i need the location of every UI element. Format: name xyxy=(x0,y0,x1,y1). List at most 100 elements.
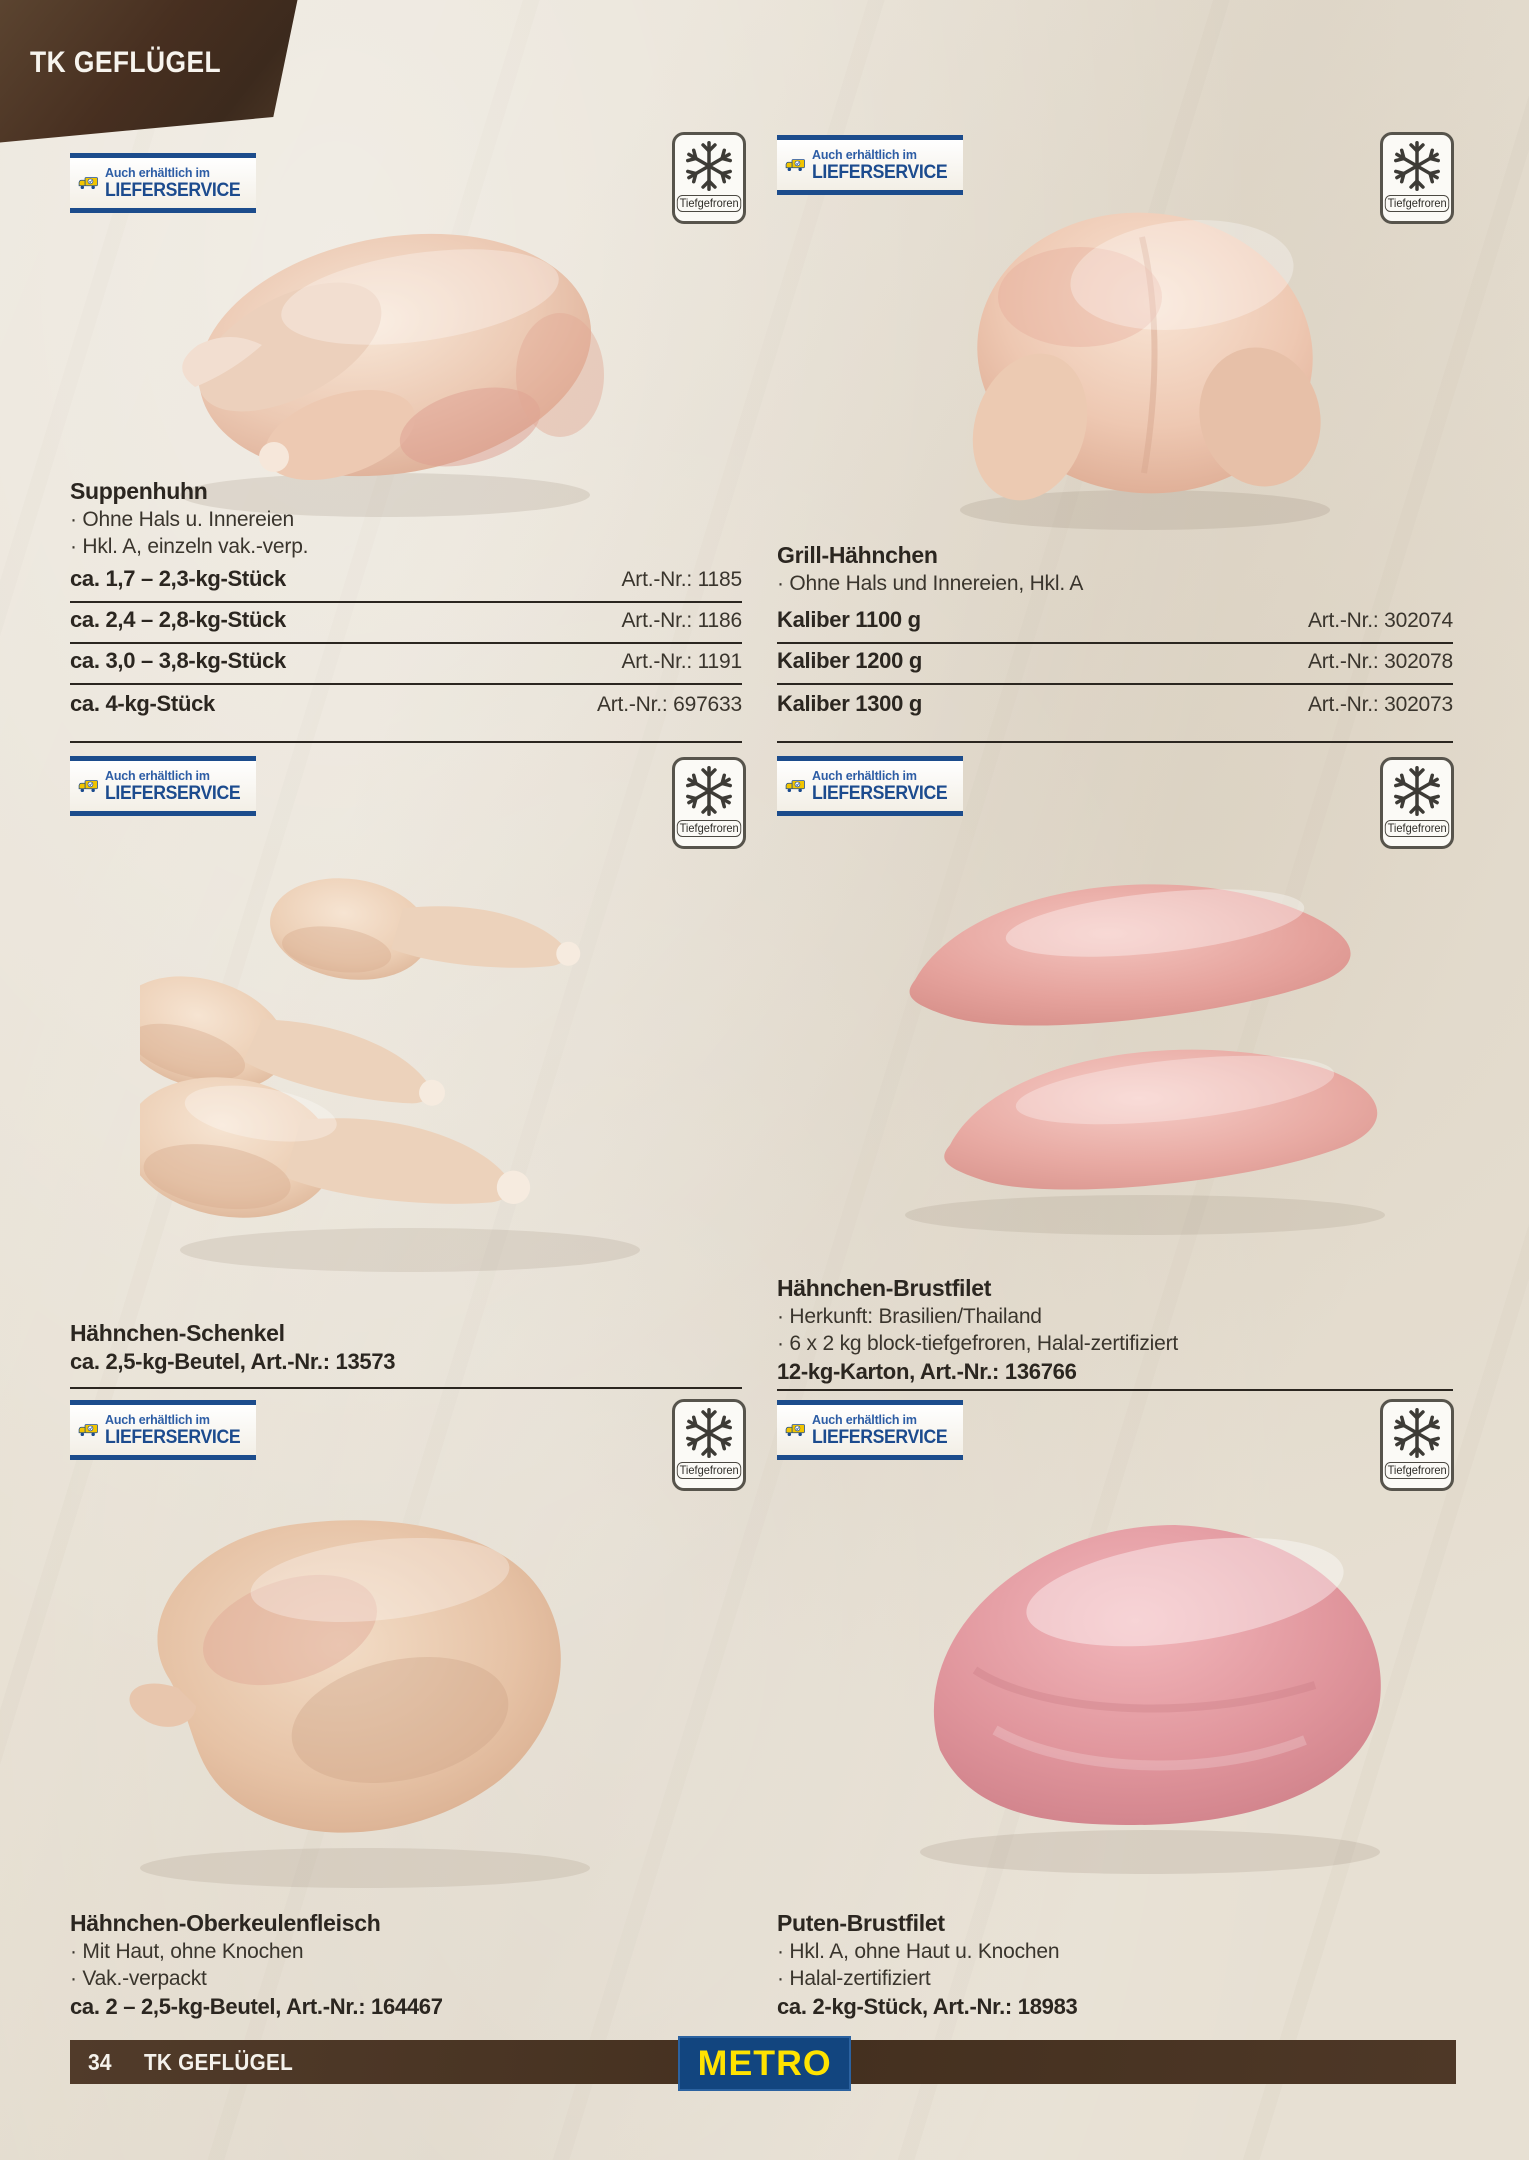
tiefgefroren-badge: Tiefgefroren xyxy=(1380,757,1454,849)
delivery-truck-icon xyxy=(785,159,805,172)
product-bullet: · Ohne Hals u. Innereien xyxy=(70,508,294,531)
spec-row: ca. 1,7 – 2,3-kg-Stück Art.-Nr.: 1185 xyxy=(70,562,742,603)
spec-row: Kaliber 1300 g Art.-Nr.: 302073 xyxy=(777,685,1453,726)
page-header-banner: TK GEFLÜGEL xyxy=(0,0,298,143)
lieferservice-line1: Auch erhältlich im xyxy=(104,768,210,783)
product-title: Suppenhuhn xyxy=(70,478,208,504)
lieferservice-badge: Auch erhältlich im LIEFERSERVICE xyxy=(777,756,963,816)
art-number: Art.-Nr.: 1185 xyxy=(621,568,742,591)
art-number: Art.-Nr.: 1191 xyxy=(621,650,742,673)
block-divider xyxy=(70,1387,742,1389)
product-title: Grill-Hähnchen xyxy=(777,542,938,568)
lieferservice-line2: LIEFERSERVICE xyxy=(811,1427,948,1448)
product-bullet: · 6 x 2 kg block-tiefgefroren, Halal-zer… xyxy=(777,1332,1179,1355)
lieferservice-line2: LIEFERSERVICE xyxy=(811,783,948,804)
page-number: 34 xyxy=(88,2048,112,2075)
product-block-haehnchen-schenkel: Hähnchen-Schenkel ca. 2,5-kg-Beutel, Art… xyxy=(70,0,742,1395)
art-number: Art.-Nr.: 697633 xyxy=(596,693,742,716)
product-bullet: · Mit Haut, ohne Knochen xyxy=(70,1940,304,1963)
lieferservice-badge: Auch erhältlich im LIEFERSERVICE xyxy=(70,756,256,816)
product-photo-oberkeulenfleisch xyxy=(129,1520,590,1888)
spec-row: Kaliber 1100 g Art.-Nr.: 302074 xyxy=(777,603,1453,644)
spec-label: Kaliber 1200 g xyxy=(777,648,922,673)
art-number: Art.-Nr.: 1186 xyxy=(621,609,742,632)
product-photo-puten-brustfilet xyxy=(920,1525,1381,1874)
product-bullet: · Ohne Hals und Innereien, Hkl. A xyxy=(777,572,1084,595)
pack-line: ca. 2,5-kg-Beutel, Art.-Nr.: 13573 xyxy=(70,1349,396,1374)
block-divider xyxy=(777,1389,1453,1391)
tiefgefroren-label: Tiefgefroren xyxy=(1384,195,1450,212)
product-block-grill-haehnchen: Grill-Hähnchen · Ohne Hals und Innereien… xyxy=(777,0,1453,760)
lieferservice-line2: LIEFERSERVICE xyxy=(104,1427,241,1448)
product-bullet: · Hkl. A, ohne Haut u. Knochen xyxy=(777,1940,1060,1963)
tiefgefroren-badge: Tiefgefroren xyxy=(1380,132,1454,224)
delivery-truck-icon xyxy=(78,780,98,793)
spec-row: ca. 2,4 – 2,8-kg-Stück Art.-Nr.: 1186 xyxy=(70,603,742,644)
spec-label: ca. 3,0 – 3,8-kg-Stück xyxy=(70,648,286,673)
product-title: Hähnchen-Brustfilet xyxy=(777,1275,992,1301)
spec-label: ca. 1,7 – 2,3-kg-Stück xyxy=(70,566,286,591)
product-photo-haehnchen-schenkel xyxy=(140,878,640,1272)
tiefgefroren-label: Tiefgefroren xyxy=(1384,820,1450,837)
lieferservice-badge: Auch erhältlich im LIEFERSERVICE xyxy=(70,1400,256,1460)
lieferservice-badge: Auch erhältlich im LIEFERSERVICE xyxy=(777,1400,963,1460)
product-photo-suppenhuhn xyxy=(180,233,604,517)
delivery-truck-icon xyxy=(785,1424,805,1437)
lieferservice-line1: Auch erhältlich im xyxy=(104,1412,210,1427)
spec-table: ca. 1,7 – 2,3-kg-Stück Art.-Nr.: 1185 ca… xyxy=(70,562,742,726)
tiefgefroren-label: Tiefgefroren xyxy=(1384,1462,1450,1479)
lieferservice-line1: Auch erhältlich im xyxy=(104,165,210,180)
pack-line: 12-kg-Karton, Art.-Nr.: 136766 xyxy=(777,1359,1077,1384)
tiefgefroren-label: Tiefgefroren xyxy=(676,195,742,212)
tiefgefroren-label: Tiefgefroren xyxy=(676,820,742,837)
tiefgefroren-badge: Tiefgefroren xyxy=(672,757,746,849)
page-title: TK GEFLÜGEL xyxy=(30,46,222,79)
product-bullet: · Hkl. A, einzeln vak.-verp. xyxy=(70,535,309,558)
product-photo-grill-haehnchen xyxy=(960,212,1330,530)
lieferservice-line1: Auch erhältlich im xyxy=(811,1412,917,1427)
spec-row: ca. 4-kg-Stück Art.-Nr.: 697633 xyxy=(70,685,742,726)
delivery-truck-icon xyxy=(78,1424,98,1437)
product-bullet: · Halal-zertifiziert xyxy=(777,1967,931,1990)
pack-line: ca. 2 – 2,5-kg-Beutel, Art.-Nr.: 164467 xyxy=(70,1994,443,2019)
spec-row: ca. 3,0 – 3,8-kg-Stück Art.-Nr.: 1191 xyxy=(70,644,742,685)
product-bullet: · Vak.-verpackt xyxy=(70,1967,207,1990)
product-title: Puten-Brustfilet xyxy=(777,1910,945,1936)
spec-label: Kaliber 1100 g xyxy=(777,607,921,632)
art-number: Art.-Nr.: 302074 xyxy=(1307,609,1453,632)
spec-table: Kaliber 1100 g Art.-Nr.: 302074 Kaliber … xyxy=(777,603,1453,726)
spec-label: ca. 2,4 – 2,8-kg-Stück xyxy=(70,607,286,632)
tiefgefroren-label: Tiefgefroren xyxy=(676,1462,742,1479)
product-block-suppenhuhn: Suppenhuhn · Ohne Hals u. Innereien · Hk… xyxy=(70,0,742,760)
metro-logo-text: METRO xyxy=(697,2043,832,2083)
art-number: Art.-Nr.: 302073 xyxy=(1307,693,1453,716)
product-block-puten-brustfilet: Puten-Brustfilet · Hkl. A, ohne Haut u. … xyxy=(777,0,1453,2040)
lieferservice-line2: LIEFERSERVICE xyxy=(104,783,241,804)
metro-logo: METRO xyxy=(678,2036,851,2091)
tiefgefroren-badge: Tiefgefroren xyxy=(672,1399,746,1491)
spec-label: Kaliber 1300 g xyxy=(777,691,922,716)
product-bullet: · Herkunft: Brasilien/Thailand xyxy=(777,1305,1042,1328)
lieferservice-line2: LIEFERSERVICE xyxy=(104,180,241,201)
product-block-haehnchen-brustfilet: Hähnchen-Brustfilet · Herkunft: Brasilie… xyxy=(777,0,1453,1395)
block-divider xyxy=(777,741,1453,743)
spec-label: ca. 4-kg-Stück xyxy=(70,691,215,716)
footer-section-label: TK GEFLÜGEL xyxy=(143,2048,293,2075)
product-block-oberkeulenfleisch: Hähnchen-Oberkeulenfleisch · Mit Haut, o… xyxy=(70,0,742,2040)
product-photo-haehnchen-brustfilet xyxy=(905,884,1385,1235)
tiefgefroren-badge: Tiefgefroren xyxy=(672,132,746,224)
block-divider xyxy=(70,741,742,743)
lieferservice-badge: Auch erhältlich im LIEFERSERVICE xyxy=(70,153,256,213)
delivery-truck-icon xyxy=(785,780,805,793)
lieferservice-line2: LIEFERSERVICE xyxy=(811,162,948,183)
art-number: Art.-Nr.: 302078 xyxy=(1307,650,1453,673)
product-title: Hähnchen-Schenkel xyxy=(70,1320,285,1346)
pack-line: ca. 2-kg-Stück, Art.-Nr.: 18983 xyxy=(777,1994,1078,2019)
lieferservice-line1: Auch erhältlich im xyxy=(811,147,917,162)
product-title: Hähnchen-Oberkeulenfleisch xyxy=(70,1910,381,1936)
spec-row: Kaliber 1200 g Art.-Nr.: 302078 xyxy=(777,644,1453,685)
lieferservice-badge: Auch erhältlich im LIEFERSERVICE xyxy=(777,135,963,195)
delivery-truck-icon xyxy=(78,177,98,190)
lieferservice-line1: Auch erhältlich im xyxy=(811,768,917,783)
